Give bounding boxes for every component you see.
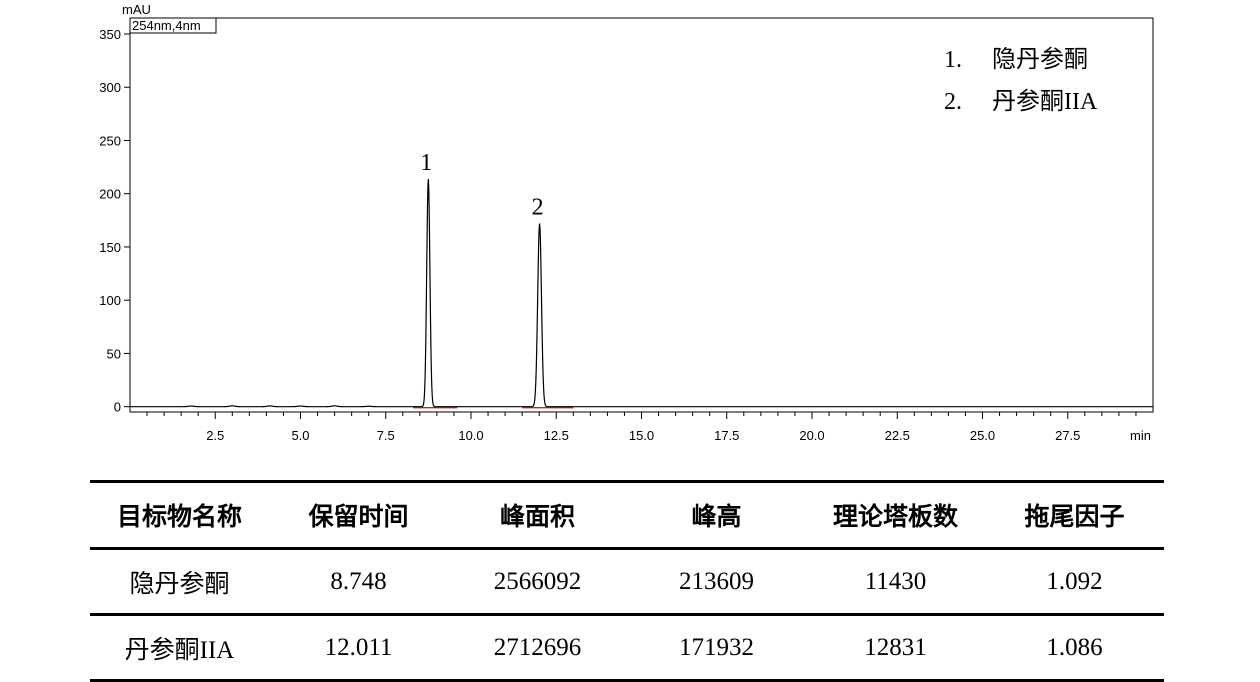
peak-labels: 12 xyxy=(420,150,543,221)
cell-retention-time: 8.748 xyxy=(269,548,448,616)
x-tick-label: 2.5 xyxy=(206,428,224,443)
x-unit-label: min xyxy=(1130,428,1151,443)
x-axis: 2.5 5.0 7.5 10.0 12.5 15.0 17.5 20.0 22.5 25.0 27.… xyxy=(146,412,1137,443)
detector-label: 254nm,4nm xyxy=(132,18,201,33)
header-peak-area: 峰面积 xyxy=(448,480,627,550)
x-tick-label: 15.0 xyxy=(629,428,654,443)
cell-analyte-name: 丹参酮IIA xyxy=(90,614,269,682)
header-analyte-name: 目标物名称 xyxy=(90,480,269,550)
table-row: 隐丹参酮 8.748 2566092 213609 11430 1.092 xyxy=(90,548,1164,616)
y-unit-label: mAU xyxy=(122,2,151,17)
y-tick-label: 100 xyxy=(99,293,121,308)
cell-retention-time: 12.011 xyxy=(269,614,448,682)
x-tick-label: 27.5 xyxy=(1055,428,1080,443)
cell-analyte-name: 隐丹参酮 xyxy=(90,548,269,616)
x-tick-label: 10.0 xyxy=(458,428,483,443)
y-tick-label: 150 xyxy=(99,240,121,255)
y-tick-label: 0 xyxy=(114,400,121,415)
chromatogram-svg: 0 50 100 150 200 250 300 350 2.5 5.0 7.5 10.0 12.5 1… xyxy=(99,2,1154,443)
cell-peak-height: 213609 xyxy=(627,548,806,616)
legend-item-1-name: 隐丹参酮 xyxy=(992,46,1088,73)
peak-label: 2 xyxy=(532,195,544,221)
plot-frame xyxy=(129,17,1154,413)
legend-item-2-name: 丹参酮IIA xyxy=(992,88,1098,115)
results-table: 目标物名称 保留时间 峰面积 峰高 理论塔板数 拖尾因子 隐丹参酮 8.748 … xyxy=(90,480,1164,682)
x-tick-label: 20.0 xyxy=(799,428,824,443)
x-tick-label: 5.0 xyxy=(291,428,309,443)
y-tick-label: 50 xyxy=(107,346,121,361)
cell-peak-area: 2712696 xyxy=(448,614,627,682)
y-tick-label: 200 xyxy=(99,187,121,202)
cell-peak-height: 171932 xyxy=(627,614,806,682)
x-tick-label: 17.5 xyxy=(714,428,739,443)
y-tick-label: 350 xyxy=(99,27,121,42)
detector-label-box xyxy=(129,17,217,34)
cell-tailing-factor: 1.092 xyxy=(985,548,1164,616)
chromatogram: 0 50 100 150 200 250 300 350 2.5 5.0 7.5 10.0 12.5 1… xyxy=(99,2,1154,443)
peak-label: 1 xyxy=(420,150,432,176)
legend-item-1-num: 1. xyxy=(944,47,962,73)
x-tick-label: 22.5 xyxy=(885,428,910,443)
y-tick-label: 250 xyxy=(99,133,121,148)
table-row: 丹参酮IIA 12.011 2712696 171932 12831 1.086 xyxy=(90,614,1164,682)
x-tick-label: 12.5 xyxy=(544,428,569,443)
table-header-row: 目标物名称 保留时间 峰面积 峰高 理论塔板数 拖尾因子 xyxy=(90,480,1164,550)
cell-theoretical-plates: 11430 xyxy=(806,548,985,616)
header-peak-height: 峰高 xyxy=(627,480,806,550)
y-axis: 0 50 100 150 200 250 300 350 xyxy=(99,27,130,415)
cell-peak-area: 2566092 xyxy=(448,548,627,616)
x-tick-label: 7.5 xyxy=(377,428,395,443)
cell-tailing-factor: 1.086 xyxy=(985,614,1164,682)
header-retention-time: 保留时间 xyxy=(269,480,448,550)
legend: 1. 隐丹参酮 2. 丹参酮IIA xyxy=(944,46,1098,115)
header-tailing-factor: 拖尾因子 xyxy=(985,480,1164,550)
legend-item-2-num: 2. xyxy=(944,89,962,115)
x-tick-label: 25.0 xyxy=(970,428,995,443)
chromatogram-trace xyxy=(130,178,1153,408)
y-tick-label: 300 xyxy=(99,80,121,95)
header-theoretical-plates: 理论塔板数 xyxy=(806,480,985,550)
cell-theoretical-plates: 12831 xyxy=(806,614,985,682)
